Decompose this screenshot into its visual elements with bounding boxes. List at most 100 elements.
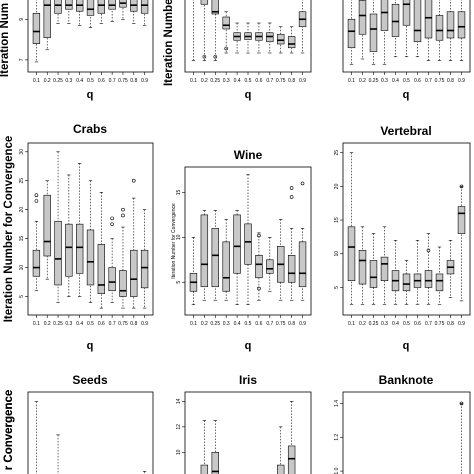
x-tick-label: 0.9	[458, 78, 465, 84]
y-tick-label: 5	[334, 286, 340, 289]
outlier-point	[110, 222, 114, 226]
outlier-point	[426, 248, 431, 253]
y-axis-label: r Convergence	[3, 390, 15, 471]
x-tick-label: 0.75	[276, 321, 286, 327]
box	[277, 33, 285, 45]
panel-2: q Iteration Number 0.1 0.2 0.25 0.3 0.4 0.5 0.6 0…	[163, 0, 312, 101]
x-tick-label: 0.8	[130, 321, 137, 327]
box	[413, 0, 422, 43]
box	[108, 267, 116, 292]
y-tick-label: 10	[176, 234, 182, 240]
x-tick-label: 0.1	[33, 321, 40, 327]
x-tick-label: 0.1	[348, 78, 355, 84]
x-tick-label: 0.1	[190, 321, 197, 327]
box	[446, 11, 455, 39]
x-tick-label: 0.6	[414, 78, 421, 84]
x-tick-label: 0.75	[276, 78, 286, 84]
x-tick-label: 0.3	[223, 78, 230, 84]
x-tick-label: 0.25	[53, 321, 63, 327]
panel-7: Seeds r Convergence	[3, 373, 154, 474]
x-axis-label: q	[87, 340, 94, 352]
x-tick-label: 0.6	[255, 78, 262, 84]
x-tick-label: 0.75	[435, 321, 445, 327]
box	[380, 256, 389, 281]
x-tick-label: 0.25	[369, 321, 379, 327]
y-axis-label: Iteration Number for Convergence	[3, 136, 15, 323]
x-tick-label: 0.1	[33, 78, 40, 84]
x-tick-label: 0.9	[141, 78, 148, 84]
y-tick-label: 20	[19, 207, 25, 213]
outlier-point	[131, 178, 136, 183]
outlier-point	[110, 216, 114, 221]
x-tick-label: 0.9	[299, 78, 306, 84]
box	[369, 13, 378, 52]
x-tick-label: 0.5	[403, 321, 410, 327]
x-tick-label: 0.8	[447, 78, 454, 84]
box	[457, 206, 466, 234]
box	[43, 0, 51, 38]
x-tick-label: 0.9	[141, 321, 148, 327]
panel-4: Crabs q Iteration Number for Convergence 5 1…	[3, 122, 154, 352]
panel-8: Iris8101214	[176, 373, 312, 474]
box	[358, 250, 367, 285]
outlier-point	[289, 186, 294, 190]
box	[86, 229, 95, 286]
x-tick-label: 0.4	[392, 321, 399, 327]
box	[222, 241, 230, 292]
panel-frame	[184, 391, 312, 474]
x-tick-label: 0.6	[98, 321, 105, 327]
x-tick-label: 0.3	[381, 321, 388, 327]
box	[211, 228, 219, 288]
x-tick-label: 0.8	[130, 78, 137, 84]
box	[380, 0, 389, 31]
panel-title: Wine	[234, 148, 263, 162]
x-tick-label: 0.75	[118, 321, 128, 327]
box	[140, 0, 149, 14]
box	[97, 244, 105, 294]
y-tick-label: 9	[19, 18, 25, 21]
x-tick-label: 0.5	[87, 78, 94, 84]
box	[200, 464, 209, 474]
panel-frame	[27, 391, 154, 474]
box	[347, 226, 356, 281]
x-tick-label: 0.3	[65, 78, 72, 84]
panel-frame	[342, 391, 471, 474]
y-tick-label: 1.0	[334, 467, 340, 474]
x-tick-label: 0.2	[201, 78, 208, 84]
y-axis-label: Iteration Number for Convergence	[171, 203, 177, 279]
outlier-point	[257, 286, 261, 291]
outlier-point	[257, 233, 261, 238]
box	[457, 11, 466, 39]
x-tick-label: 0.8	[447, 321, 454, 327]
box	[97, 0, 105, 14]
y-tick-label: 5	[19, 295, 25, 298]
box	[287, 255, 296, 283]
box	[358, 0, 367, 35]
x-tick-label: 0.1	[190, 78, 197, 84]
y-axis-label: Iteration Number	[163, 0, 175, 86]
y-tick-label: 25	[19, 178, 25, 184]
x-axis-label: q	[403, 340, 410, 352]
box	[424, 0, 433, 39]
outlier-point	[121, 207, 125, 212]
y-tick-label: 12	[176, 424, 182, 430]
x-tick-label: 0.3	[65, 321, 72, 327]
x-tick-label: 0.4	[76, 321, 83, 327]
x-tick-label: 0.25	[53, 78, 63, 84]
box	[369, 260, 378, 288]
outlier-point	[213, 54, 218, 59]
box	[277, 464, 285, 474]
y-tick-label: 25	[334, 150, 340, 156]
x-tick-label: 0.7	[109, 78, 116, 84]
x-tick-label: 0.75	[435, 78, 445, 84]
panel-1: q Iteration Num 9 7 0.1 0.2 0.25 0.3 0.4 0.5 0.6 0.…	[0, 0, 154, 101]
y-tick-label: 30	[19, 149, 25, 155]
x-axis-label: q	[87, 89, 94, 101]
box	[298, 241, 307, 288]
y-tick-label: 10	[334, 251, 340, 257]
box	[119, 270, 127, 297]
x-tick-label: 0.2	[44, 321, 51, 327]
outlier-point	[300, 181, 305, 186]
x-axis-label: q	[245, 89, 252, 101]
box	[200, 214, 209, 288]
